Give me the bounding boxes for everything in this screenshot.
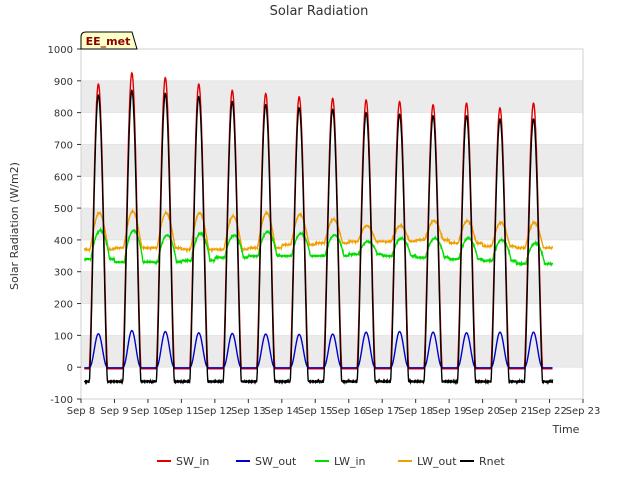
legend-label: SW_out (255, 455, 297, 468)
y-axis-label: Solar Radiation (W/m2) (8, 162, 21, 290)
y-tick-label: 200 (54, 300, 73, 311)
grid-band (81, 335, 583, 368)
y-tick-label: 100 (54, 331, 73, 342)
chart-title: Solar Radiation (270, 4, 369, 19)
y-tick-label: 500 (54, 204, 73, 215)
series-line-lw-in (84, 226, 554, 268)
x-tick-label: Sep 15 (298, 406, 333, 417)
x-tick-label: Sep 9 (100, 406, 128, 417)
site-label-box: EE_met (80, 31, 138, 50)
plot-frame (80, 48, 584, 400)
x-tick-label: Sep 10 (131, 406, 166, 417)
legend-label: LW_out (417, 455, 457, 468)
x-tick-label: Sep 17 (365, 406, 400, 417)
x-tick-label: Sep 19 (432, 406, 467, 417)
y-tick-label: 700 (54, 140, 73, 151)
y-tick-label: 900 (54, 77, 73, 88)
x-tick-label: Sep 18 (398, 406, 433, 417)
y-tick-label: 400 (54, 236, 73, 247)
x-tick-label: Sep 20 (465, 406, 500, 417)
legend-label: Rnet (479, 455, 505, 468)
legend-label: SW_in (176, 455, 209, 468)
x-tick-label: Sep 23 (566, 406, 601, 417)
series-line-rnet (83, 89, 554, 386)
x-tick-label: Sep 16 (331, 406, 366, 417)
x-tick-label: Sep 14 (264, 406, 299, 417)
y-tick-label: 800 (54, 109, 73, 120)
y-tick-label: 1000 (48, 45, 73, 56)
x-axis-label: Time (552, 423, 580, 436)
legend-label: LW_in (334, 455, 366, 468)
plot-area (83, 71, 554, 386)
site-label: EE_met (86, 35, 131, 48)
x-tick-label: Sep 8 (67, 406, 95, 417)
y-tick-label: 600 (54, 172, 73, 183)
grid-band (81, 271, 583, 304)
x-tick-label: Sep 12 (197, 406, 232, 417)
y-tick-label: -100 (50, 395, 73, 406)
y-axis: -100 0 100 200 300 400 500 600 700 800 900 1000 (48, 45, 81, 406)
legend: SW_in SW_out LW_in LW_out Rnet (157, 455, 505, 468)
y-tick-label: 300 (54, 268, 73, 279)
grid-band (81, 144, 583, 177)
series-line-lw-out (83, 208, 554, 253)
x-tick-label: Sep 22 (532, 406, 567, 417)
x-tick-label: Sep 11 (164, 406, 199, 417)
x-tick-label: Sep 21 (499, 406, 534, 417)
x-tick-label: Sep 13 (231, 406, 266, 417)
y-tick-label: 0 (67, 363, 73, 374)
